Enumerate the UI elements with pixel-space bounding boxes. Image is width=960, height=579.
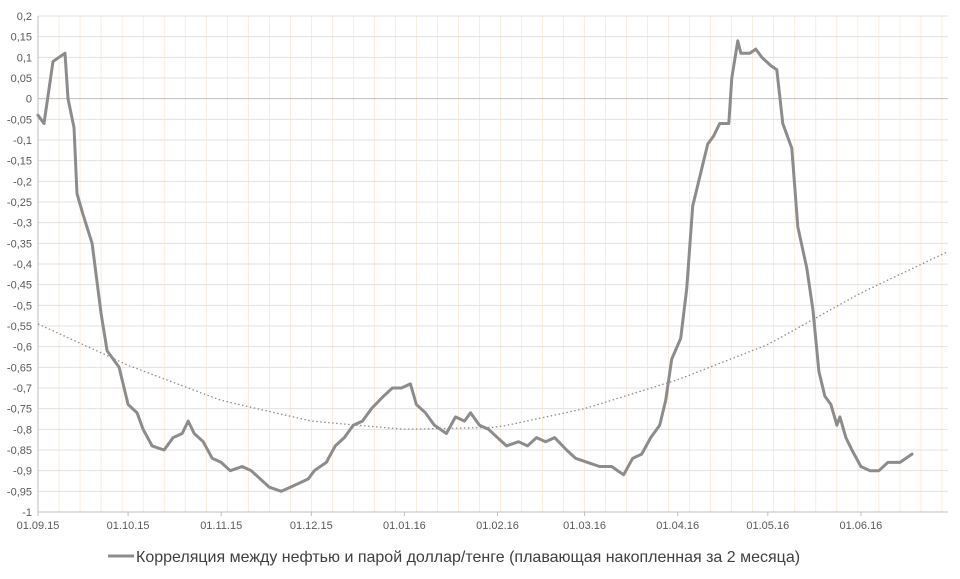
y-tick-label: -0,2 bbox=[13, 176, 32, 188]
y-tick-label: -0,8 bbox=[13, 424, 32, 436]
y-tick-label: -0,25 bbox=[7, 197, 32, 209]
y-tick-label: 0,2 bbox=[17, 11, 32, 23]
x-tick-label: 01.12.15 bbox=[290, 520, 333, 532]
x-tick-label: 01.11.15 bbox=[200, 520, 242, 532]
y-tick-label: -0,5 bbox=[13, 300, 32, 312]
y-tick-label: -0,75 bbox=[7, 404, 32, 416]
x-tick-label: 01.02.16 bbox=[476, 520, 519, 532]
y-tick-label: -0,7 bbox=[13, 383, 32, 395]
x-tick-label: 01.01.16 bbox=[383, 520, 426, 532]
y-tick-label: -0,05 bbox=[7, 114, 32, 126]
y-tick-label: -0,3 bbox=[13, 218, 32, 230]
y-tick-label: -0,85 bbox=[7, 445, 32, 457]
legend-label: Корреляция между нефтью и парой доллар/т… bbox=[136, 549, 800, 566]
legend: Корреляция между нефтью и парой доллар/т… bbox=[108, 549, 800, 566]
x-tick-label: 01.09.15 bbox=[17, 520, 60, 532]
x-tick-label: 01.03.16 bbox=[563, 520, 606, 532]
y-axis: 0,2 0,15 0,1 0,05 0 -0,05 -0,1 -0,15 -0,2 -0,25 -0… bbox=[7, 11, 39, 519]
y-tick-label: -0,9 bbox=[13, 466, 32, 478]
series-layer bbox=[36, 39, 949, 493]
y-tick-label: -0,95 bbox=[7, 486, 32, 498]
y-tick-label: -1 bbox=[22, 507, 32, 519]
y-tick-label: -0,65 bbox=[7, 362, 32, 374]
y-tick-label: -0,45 bbox=[7, 280, 32, 292]
y-tick-label: 0,05 bbox=[11, 73, 32, 85]
trend-line bbox=[37, 251, 949, 430]
y-tick-label: -0,4 bbox=[13, 259, 32, 271]
x-axis: 01.09.15 01.10.15 01.11.15 01.12.15 01.01.16… bbox=[17, 511, 948, 532]
y-tick-label: 0 bbox=[26, 94, 32, 106]
y-tick-label: -0,1 bbox=[13, 135, 32, 147]
series-line-correlation bbox=[36, 39, 914, 493]
x-tick-label: 01.06.16 bbox=[839, 520, 882, 532]
y-tick-label: 0,15 bbox=[11, 32, 32, 44]
y-tick-label: -0,55 bbox=[7, 321, 32, 333]
x-tick-label: 01.05.16 bbox=[746, 520, 789, 532]
y-tick-label: -0,6 bbox=[13, 342, 32, 354]
x-tick-label: 01.10.15 bbox=[107, 520, 150, 532]
y-tick-label: -0,35 bbox=[7, 238, 32, 250]
grid bbox=[37, 15, 948, 513]
y-tick-label: 0,1 bbox=[17, 52, 32, 64]
x-tick-label: 01.04.16 bbox=[656, 520, 699, 532]
y-tick-label: -0,15 bbox=[7, 156, 32, 168]
